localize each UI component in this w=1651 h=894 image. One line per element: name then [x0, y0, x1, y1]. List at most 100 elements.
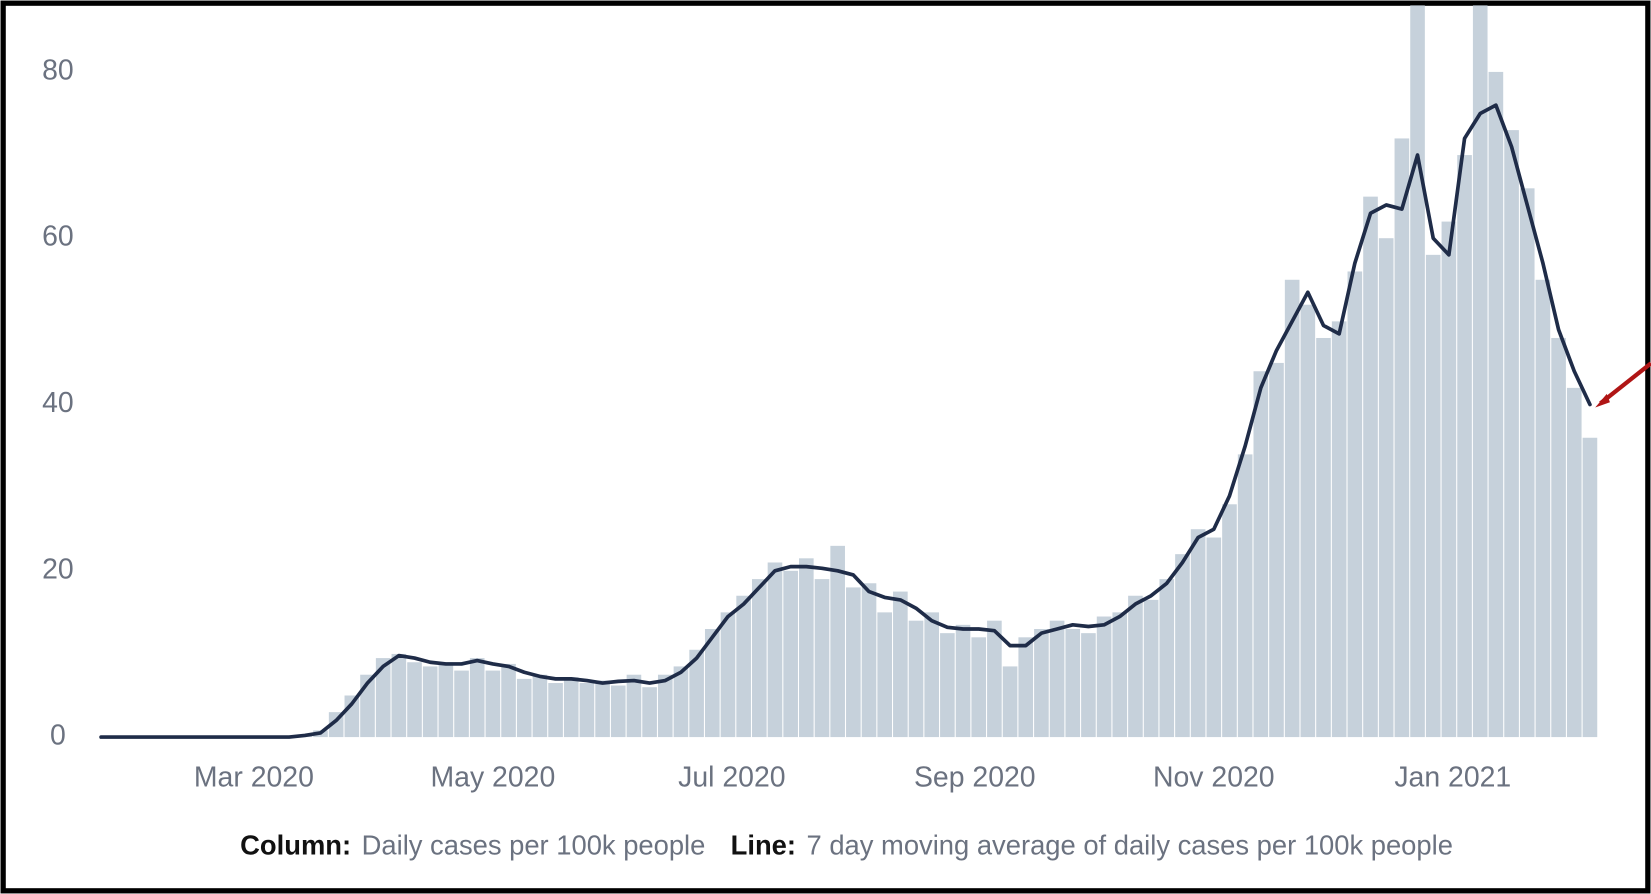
bar	[1096, 616, 1112, 738]
bar	[626, 674, 642, 738]
bar	[1269, 362, 1284, 738]
bar	[454, 670, 469, 738]
bar	[595, 680, 610, 738]
x-tick-label: Jul 2020	[678, 762, 785, 794]
bar	[1378, 238, 1394, 738]
bar	[642, 687, 657, 738]
bar	[1425, 254, 1441, 738]
bar	[1441, 221, 1457, 738]
lines	[99, 103, 1592, 739]
bar	[1049, 620, 1065, 738]
bar	[407, 662, 422, 738]
x-tick-label: Nov 2020	[1153, 762, 1275, 794]
bar	[846, 587, 861, 738]
y-tick-label: 0	[50, 720, 66, 752]
x-tick-label: Jan 2021	[1394, 762, 1511, 794]
bar	[1190, 529, 1206, 738]
bar	[469, 658, 485, 738]
y-tick-label: 60	[42, 221, 74, 253]
bar	[1331, 321, 1347, 738]
bar	[516, 678, 532, 738]
bar	[673, 666, 689, 738]
bar	[1566, 387, 1582, 738]
bar	[1472, 5, 1488, 738]
bar	[767, 562, 783, 738]
bar	[1237, 454, 1253, 738]
bar	[1504, 130, 1519, 738]
bar	[689, 649, 704, 738]
bar	[1551, 337, 1566, 738]
bar	[1363, 196, 1378, 738]
bar	[485, 670, 501, 738]
bar	[1081, 633, 1096, 738]
arrow	[1595, 361, 1651, 408]
legend-text: 7 day moving average of daily cases per …	[807, 830, 1453, 861]
bar	[1535, 279, 1551, 738]
bar	[1284, 279, 1300, 738]
bar	[1488, 71, 1504, 738]
bar	[971, 637, 987, 738]
bar	[1018, 637, 1034, 738]
bar	[704, 628, 720, 738]
bar	[955, 624, 971, 738]
bar	[751, 579, 767, 738]
bar	[391, 653, 407, 738]
bar	[1410, 5, 1425, 738]
bar	[861, 583, 877, 738]
x-tick-label: Mar 2020	[194, 762, 314, 794]
bar	[1206, 537, 1222, 738]
bar	[1300, 304, 1316, 738]
bar	[1128, 595, 1143, 738]
bar	[548, 683, 563, 738]
bar	[1065, 628, 1081, 738]
bar	[908, 620, 924, 738]
bar	[877, 612, 892, 738]
y-tick-label: 80	[42, 54, 74, 86]
legend-key: Line:	[731, 830, 796, 861]
bar	[610, 685, 626, 738]
x-tick-label: Sep 2020	[914, 762, 1036, 794]
bar	[1175, 554, 1190, 738]
bar	[799, 558, 814, 738]
bar	[814, 579, 830, 738]
bar	[924, 612, 940, 738]
bar	[579, 683, 595, 738]
bar	[422, 666, 438, 738]
bar	[1457, 155, 1472, 738]
y-tick-label: 20	[42, 553, 74, 585]
axes: 0 20 40 60 80 Mar 2020 May 2020 Jul 2020 Sep 202…	[42, 54, 1511, 793]
bar	[1112, 612, 1128, 738]
bar	[987, 620, 1002, 738]
bar	[1316, 337, 1331, 738]
y-tick-label: 40	[42, 387, 74, 419]
bar	[563, 677, 579, 738]
bar	[1034, 628, 1049, 738]
x-tick-label: May 2020	[431, 762, 556, 794]
bar	[940, 633, 955, 738]
bar	[893, 591, 908, 738]
bar	[1002, 666, 1018, 738]
legend-key: Column:	[240, 830, 351, 861]
bar	[1222, 504, 1237, 738]
bar	[1159, 579, 1175, 738]
bar	[501, 663, 516, 738]
bars	[297, 5, 1598, 738]
bar	[1253, 371, 1269, 738]
bar	[736, 595, 751, 738]
bar	[1347, 271, 1363, 738]
bar	[375, 658, 391, 738]
bar	[830, 545, 845, 738]
bar	[1519, 188, 1535, 738]
bar	[783, 570, 798, 738]
bar	[532, 674, 548, 738]
bar	[1143, 599, 1159, 738]
bar	[1582, 437, 1598, 738]
bar	[438, 662, 454, 738]
line	[99, 103, 1592, 739]
legend: Column: Daily cases per 100k people Line: 7…	[240, 830, 1453, 861]
bar	[1394, 138, 1410, 738]
bar	[720, 612, 736, 738]
bar	[657, 674, 673, 738]
